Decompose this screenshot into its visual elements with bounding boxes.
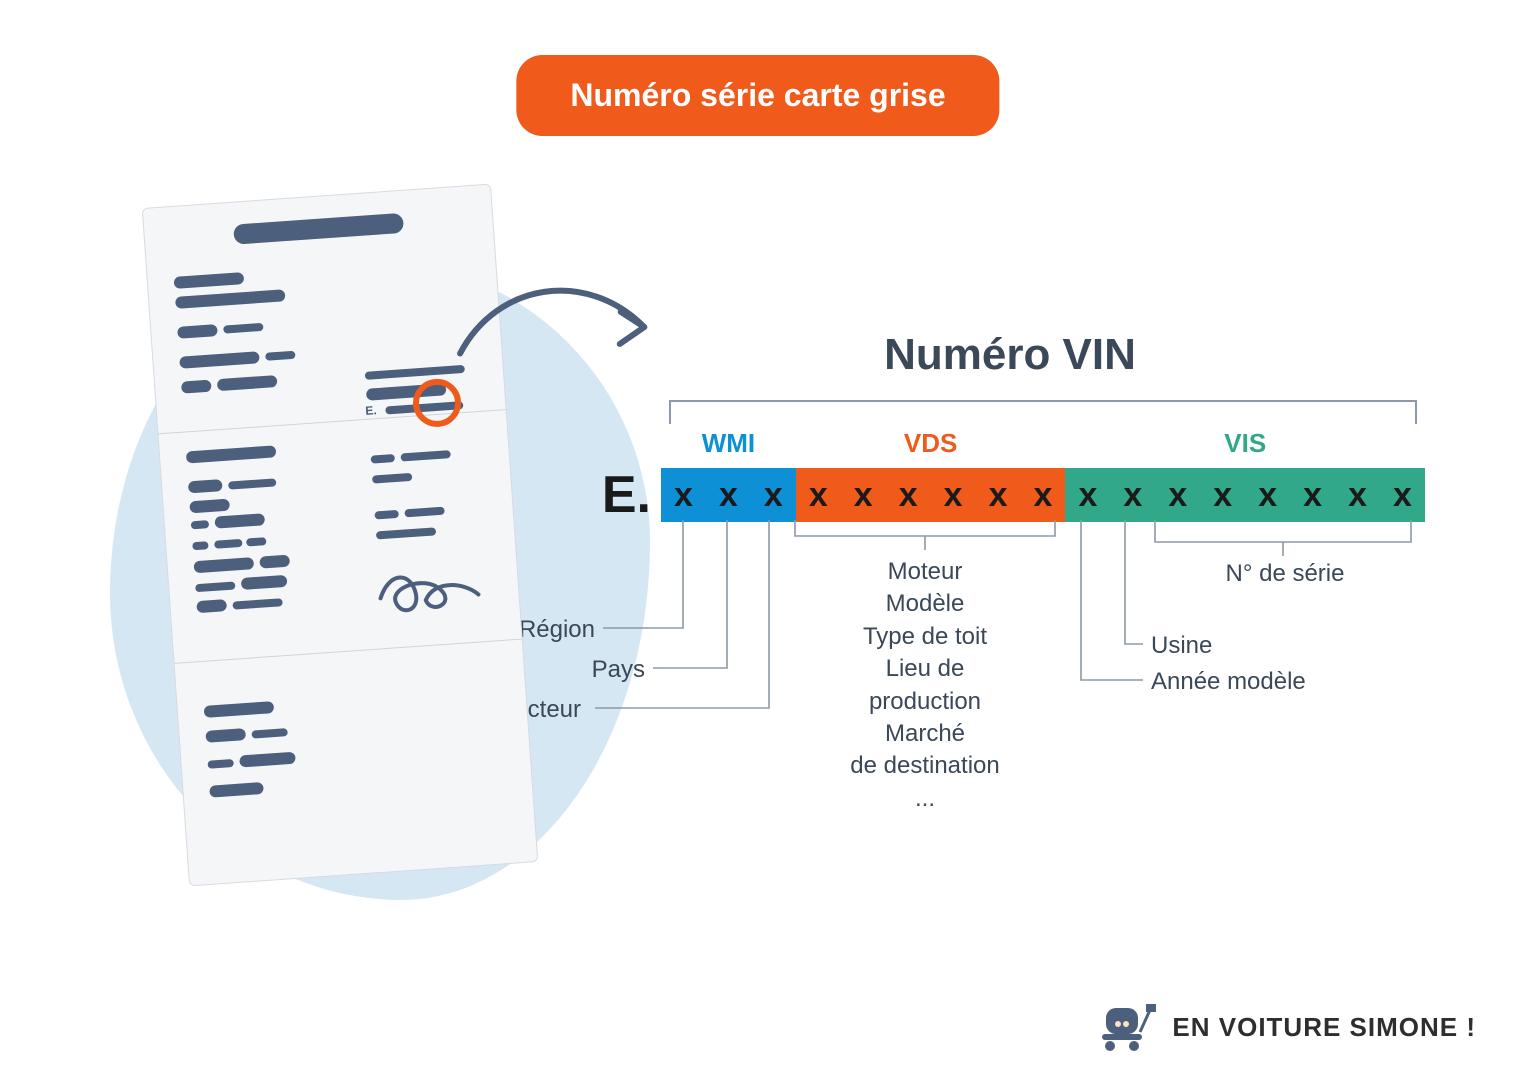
doc-bar (175, 289, 286, 309)
callout-vds-stack: Moteur Modèle Type de toit Lieu de produ… (765, 556, 1085, 815)
doc-fold-2 (175, 639, 522, 664)
doc-bar (232, 598, 282, 609)
vin-char: x (841, 468, 886, 522)
vin-char: x (1380, 468, 1425, 522)
seg-label-vds: VDS (796, 428, 1066, 459)
vin-char: x (661, 468, 706, 522)
doc-bar (400, 450, 450, 461)
doc-bar (241, 575, 288, 590)
vin-title: Numéro VIN (595, 330, 1425, 380)
callout-serie: N° de série (1155, 560, 1415, 588)
doc-bar (239, 752, 296, 768)
doc-bar (193, 557, 254, 573)
vin-char: x (1110, 468, 1155, 522)
doc-bar (217, 375, 278, 391)
doc-bar (371, 454, 395, 464)
brand-text: EN VOITURE SIMONE ! (1172, 1012, 1476, 1043)
doc-bar (205, 728, 246, 743)
doc-bar (214, 539, 242, 549)
brand-footer: EN VOITURE SIMONE ! (1092, 1000, 1476, 1054)
doc-bar (214, 513, 265, 528)
mascot-icon (1092, 1000, 1156, 1054)
vin-char: x (1155, 468, 1200, 522)
vin-char: x (976, 468, 1021, 522)
vin-char: x (1200, 468, 1245, 522)
doc-bar (196, 599, 227, 613)
vin-char: x (931, 468, 976, 522)
vin-row: E. xxxxxxxxxxxxxxxxx (595, 465, 1425, 525)
vin-char: x (1245, 468, 1290, 522)
doc-bar (374, 510, 398, 520)
vin-top-bracket (669, 400, 1417, 424)
doc-bar (259, 555, 290, 569)
callout-annee: Année modèle (1151, 668, 1411, 696)
seg-wmi: xxx (661, 468, 796, 522)
doc-bar (404, 507, 444, 518)
doc-bar (177, 324, 218, 339)
vin-char: x (1021, 468, 1066, 522)
vin-callouts: Région Pays Constructeur Moteur Modèle T… (595, 520, 1425, 940)
vin-diagram: Numéro VIN WMIVDSVIS E. xxxxxxxxxxxxxxxx… (595, 330, 1425, 525)
callout-usine: Usine (1151, 632, 1411, 660)
doc-bar (191, 520, 210, 529)
doc-bar (189, 499, 230, 514)
vin-segment-labels: WMIVDSVIS (661, 428, 1425, 459)
seg-vds: xxxxxx (796, 468, 1066, 522)
title-pill: Numéro série carte grise (516, 55, 999, 136)
seg-label-vis: VIS (1065, 428, 1425, 459)
doc-bar (265, 351, 295, 361)
doc-bar (228, 478, 276, 489)
vin-char: x (1065, 468, 1110, 522)
doc-bar (192, 541, 209, 550)
vin-char: x (796, 468, 841, 522)
signature-icon (368, 556, 492, 624)
doc-header-bar (233, 213, 404, 245)
doc-bar (174, 272, 245, 289)
vin-char: x (706, 468, 751, 522)
doc-bar (186, 445, 277, 463)
vin-char: x (886, 468, 931, 522)
vin-char: x (1290, 468, 1335, 522)
vin-char: x (1335, 468, 1380, 522)
doc-bar (181, 380, 212, 394)
doc-bar (195, 581, 235, 592)
vin-segments: xxxxxxxxxxxxxxxxx (661, 468, 1425, 522)
doc-bar (376, 527, 436, 539)
doc-bar (246, 537, 267, 546)
seg-vis: xxxxxxxx (1065, 468, 1425, 522)
doc-e-label: E. (365, 403, 377, 418)
infographic-stage: Numéro série carte grise E. (0, 0, 1516, 1080)
vin-e-prefix: E. (595, 465, 661, 525)
doc-bar (204, 701, 275, 718)
doc-bar (223, 323, 263, 334)
arrow-icon (437, 256, 683, 444)
vin-char: x (751, 468, 796, 522)
doc-bar (209, 782, 264, 798)
doc-bar (251, 728, 287, 738)
doc-bar (179, 351, 260, 369)
doc-bar (188, 479, 223, 493)
doc-bar (207, 759, 233, 769)
doc-bar (372, 473, 412, 484)
